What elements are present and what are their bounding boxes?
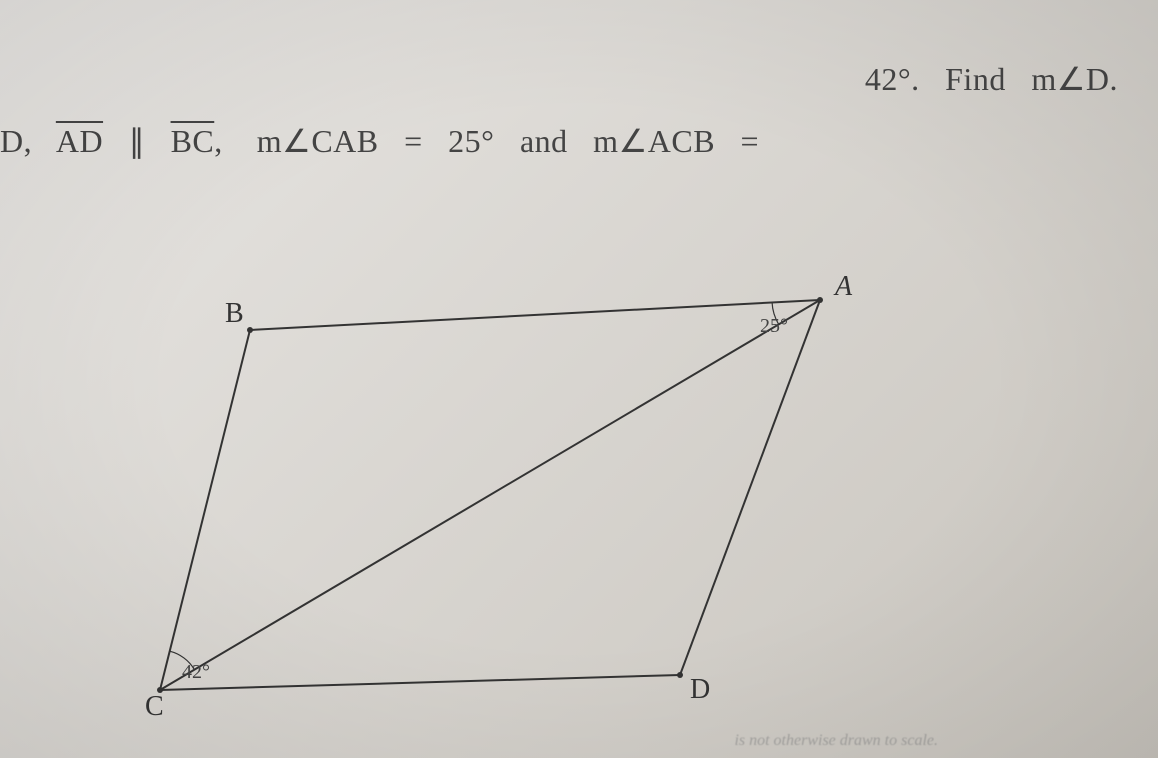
segment-ad: AD xyxy=(56,123,103,159)
angle2-lhs: m∠ACB xyxy=(593,123,715,159)
edge-ad xyxy=(680,300,820,675)
vertex-d-dot xyxy=(677,672,683,678)
edge-cb xyxy=(160,330,250,690)
equals-2: = xyxy=(741,123,760,159)
equals-1: = xyxy=(404,123,423,159)
footer-note: is not otherwise drawn to scale. xyxy=(734,732,938,750)
vertex-b-dot xyxy=(247,327,253,333)
angle1-lhs: m∠CAB xyxy=(257,123,379,159)
comma: , xyxy=(214,123,223,159)
angle-label-a: 25° xyxy=(760,315,788,337)
edge-ac xyxy=(160,300,820,690)
vertex-label-c: C xyxy=(145,691,164,720)
prefix-d: D, xyxy=(0,123,32,159)
find-word: Find xyxy=(945,61,1006,97)
angle2-value: 42° xyxy=(865,61,911,97)
problem-line-2: D, AD ∥ BC, m∠CAB = 25° and m∠ACB = xyxy=(0,122,759,160)
problem-line-1: 42°. Find m∠D. xyxy=(865,60,1118,98)
vertex-label-a: A xyxy=(833,271,853,302)
end-period: . xyxy=(1110,61,1119,97)
segment-bc: BC xyxy=(171,123,215,159)
edge-ba xyxy=(250,300,820,330)
vertex-a-dot xyxy=(817,297,823,303)
period: . xyxy=(911,61,920,97)
vertex-label-b: B xyxy=(225,298,244,329)
and-word: and xyxy=(520,123,568,159)
angle1-value: 25° xyxy=(448,123,494,159)
page: 42°. Find m∠D. D, AD ∥ BC, m∠CAB = 25° a… xyxy=(0,0,1158,758)
diagram-svg: A B C D 25° 42° xyxy=(120,260,880,720)
angle-label-c: 42° xyxy=(182,661,210,683)
parallel-symbol: ∥ xyxy=(129,123,146,159)
geometry-diagram: A B C D 25° 42° xyxy=(120,260,880,720)
vertex-label-d: D xyxy=(690,674,710,705)
edge-dc xyxy=(160,675,680,690)
edges-group xyxy=(160,300,820,690)
target-angle: m∠D xyxy=(1031,61,1109,97)
